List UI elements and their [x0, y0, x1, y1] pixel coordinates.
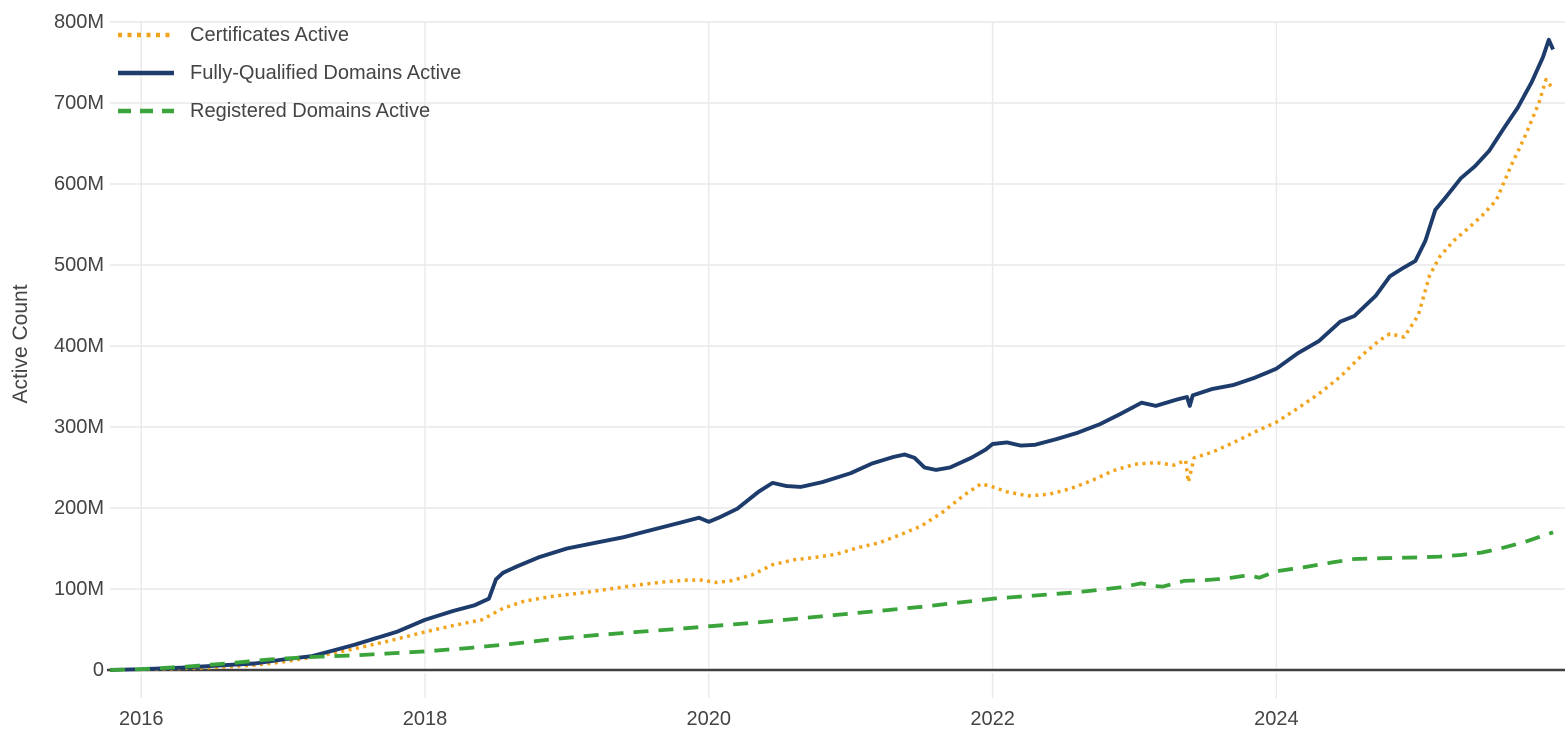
legend-swatch-solid-line-icon [118, 70, 174, 76]
x-tick-label: 2018 [402, 708, 448, 730]
y-tick-label: 400M [53, 335, 104, 357]
legend-swatch-dotted-line-icon [118, 32, 174, 38]
series-line [109, 77, 1555, 672]
legend-label: Certificates Active [190, 23, 349, 46]
legend-label: Registered Domains Active [190, 99, 431, 122]
y-tick-label: 300M [53, 416, 104, 438]
y-tick-label: 600M [53, 173, 104, 195]
x-tick-label: 2022 [970, 708, 1015, 730]
legend-item-fully-qualified-domains-active[interactable]: Fully-Qualified Domains Active [116, 54, 461, 92]
y-tick-label: 100M [53, 578, 104, 600]
y-tick-label: 200M [53, 497, 104, 519]
x-tick-label: 2016 [118, 708, 164, 730]
x-tick-label: 2020 [686, 708, 732, 730]
legend-item-registered-domains-active[interactable]: Registered Domains Active [116, 92, 461, 130]
legend-label: Fully-Qualified Domains Active [190, 61, 462, 84]
legend-swatch-dashed-line-icon [118, 108, 174, 114]
y-tick-label: 700M [53, 92, 104, 114]
series-line [109, 530, 1554, 672]
legend: Certificates Active Fully-Qualified Doma… [116, 16, 461, 130]
y-tick-label: 800M [53, 11, 104, 33]
x-tick-label: 2024 [1254, 708, 1299, 730]
series-line [109, 37, 1555, 672]
y-tick-label: 500M [53, 254, 104, 276]
y-tick-label: 0 [92, 659, 104, 681]
legend-item-certificates-active[interactable]: Certificates Active [116, 16, 461, 54]
